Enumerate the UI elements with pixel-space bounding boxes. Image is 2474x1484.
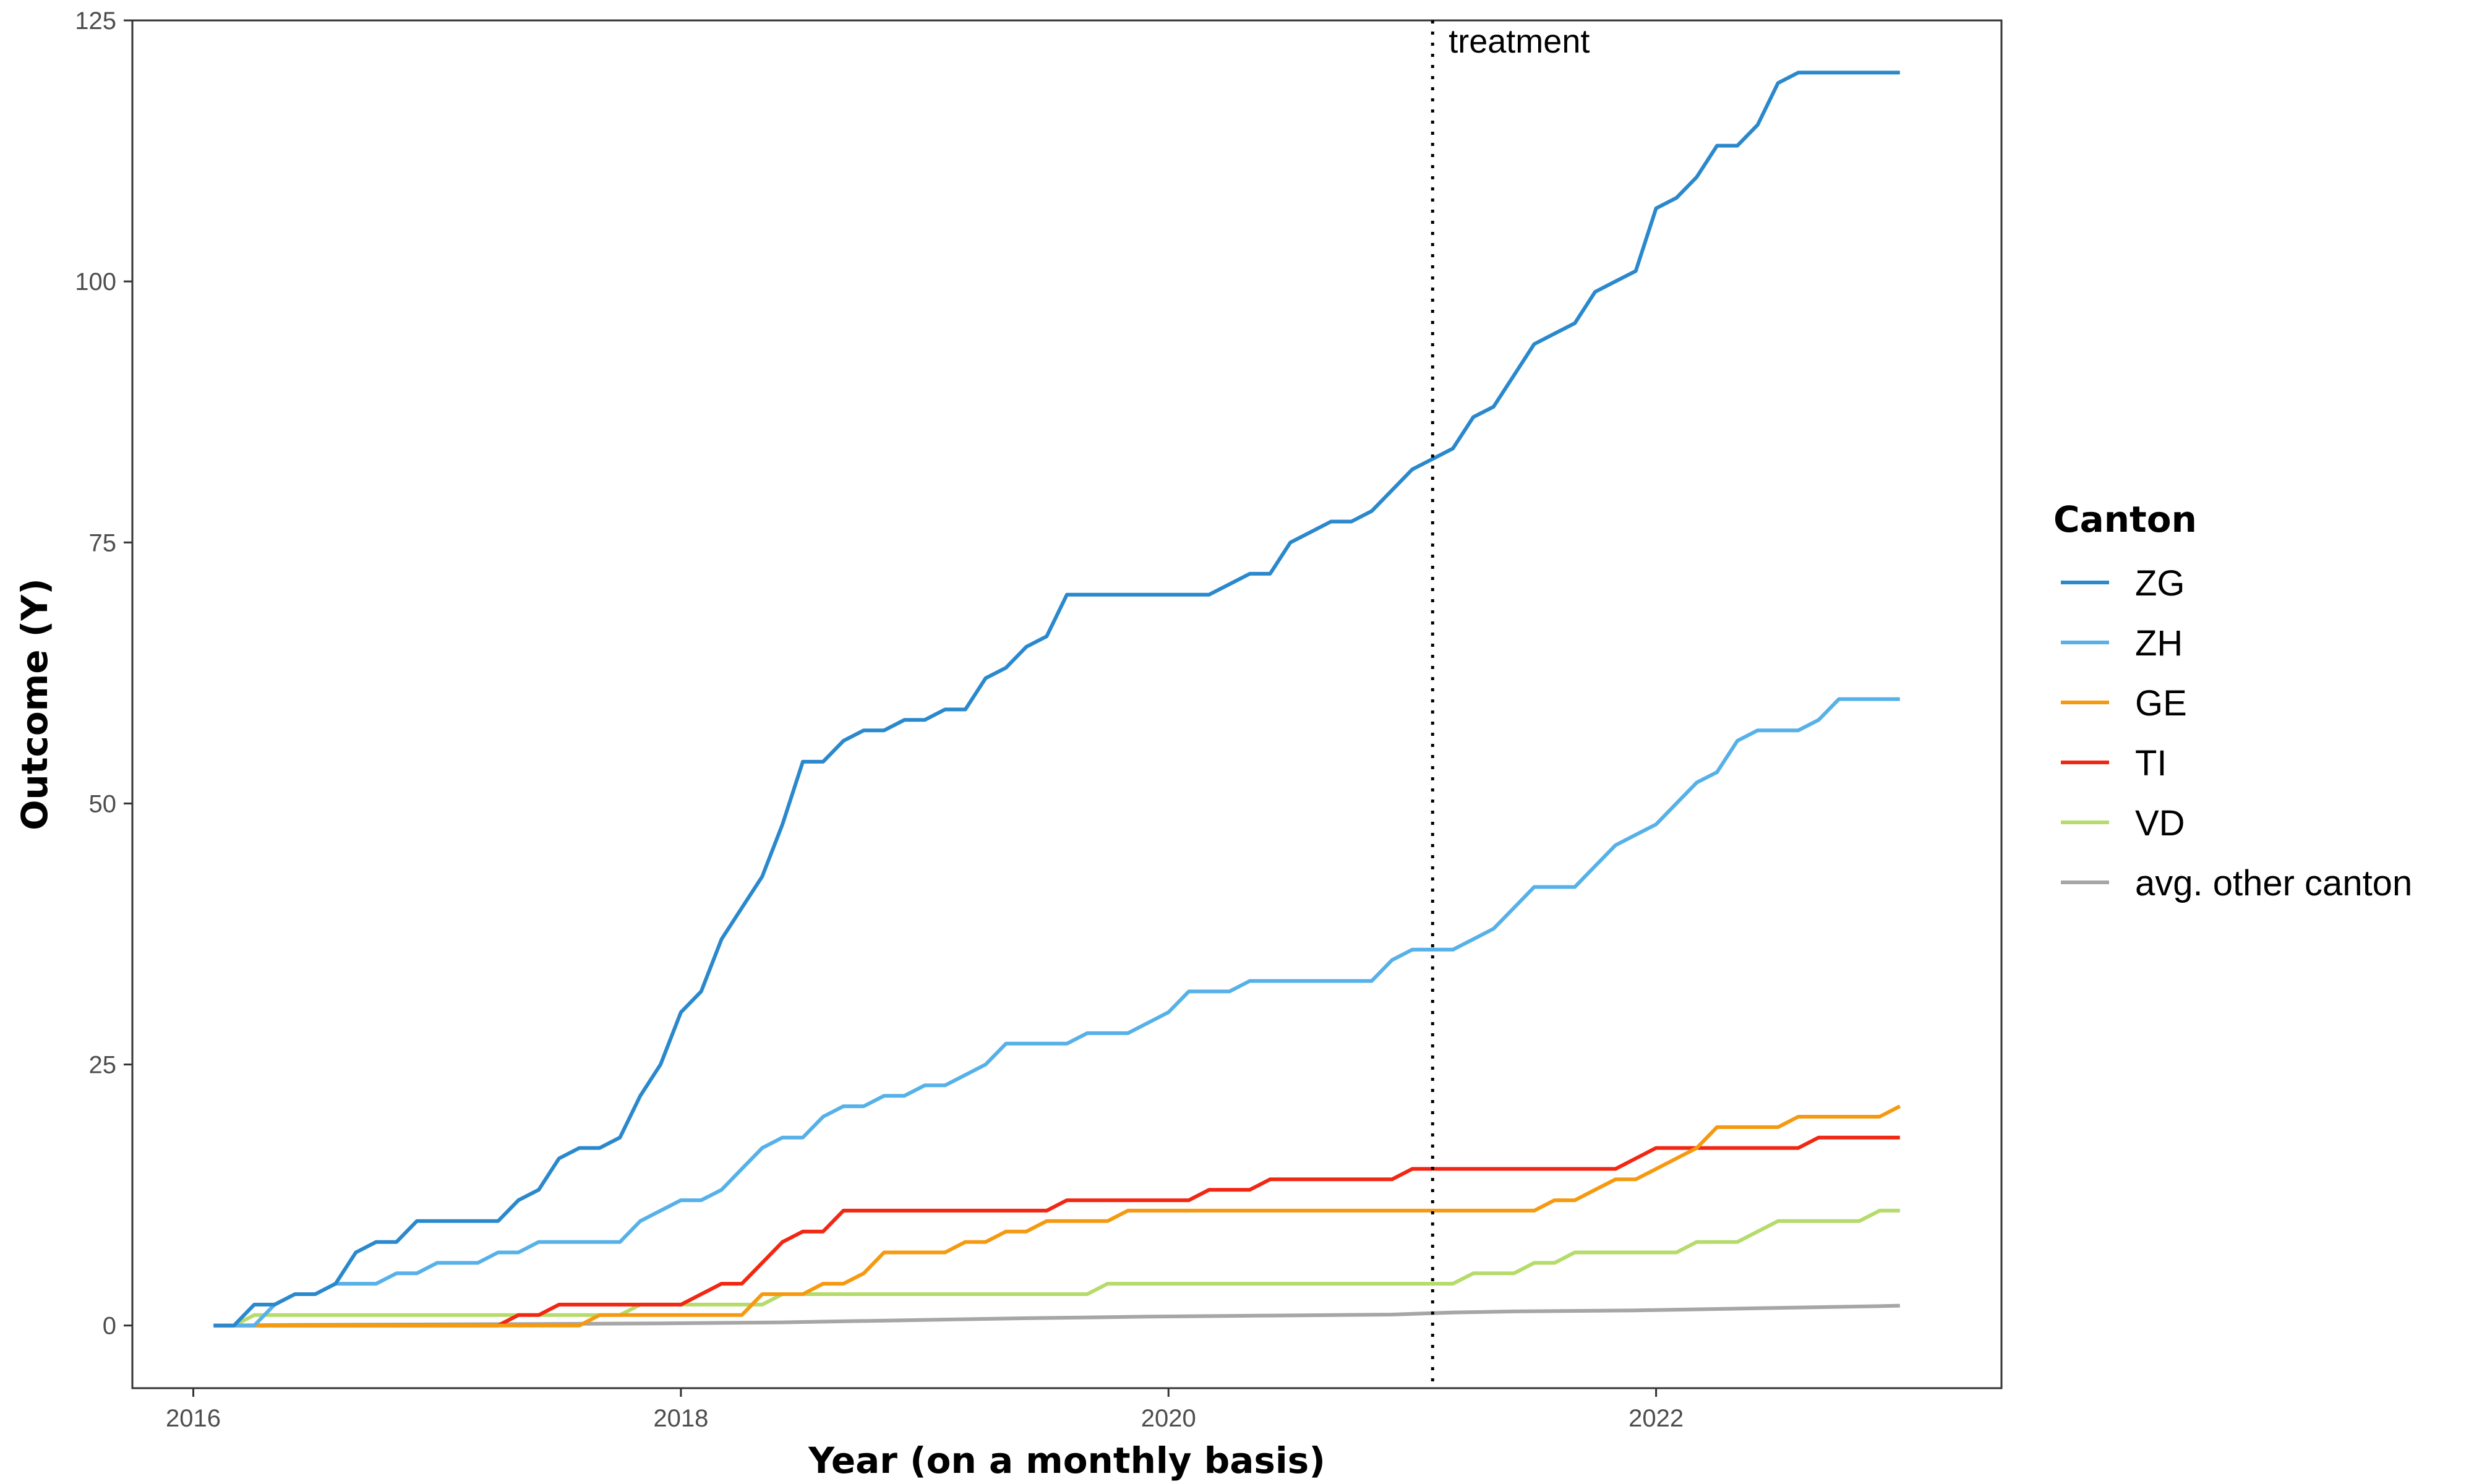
y-axis-title: Outcome (Y) [14, 578, 56, 830]
y-tick-label: 0 [103, 1313, 116, 1340]
legend-label-vd: VD [2135, 803, 2185, 843]
treatment-label: treatment [1449, 23, 1590, 60]
x-axis: 2016 2018 2020 2022 [166, 1388, 1684, 1432]
series-line-ge [213, 1104, 1901, 1328]
y-tick-label: 50 [89, 790, 117, 817]
legend-title: Canton [2053, 498, 2197, 540]
legend-label-ti: TI [2135, 743, 2167, 783]
legend-label-avg-other-canton: avg. other canton [2135, 863, 2412, 903]
x-tick-label: 2022 [1629, 1405, 1684, 1432]
x-tick-label: 2016 [166, 1405, 221, 1432]
series-line-zh [213, 697, 1900, 1328]
y-tick-label: 25 [89, 1052, 117, 1079]
plot-area: treatment [131, 19, 2003, 1389]
y-tick-label: 125 [75, 7, 116, 35]
y-tick-label: 75 [89, 529, 117, 556]
series-layer [213, 70, 1901, 1328]
series-line-zg [213, 70, 1900, 1328]
plot-panel-border [131, 19, 2003, 1389]
legend: Canton ZG ZH GE TI VD avg. other canton [2053, 498, 2412, 903]
legend-label-ge: GE [2135, 683, 2187, 723]
x-tick-label: 2018 [653, 1405, 708, 1432]
legend-label-zh: ZH [2135, 623, 2183, 663]
series-line-vd [213, 1208, 1900, 1328]
x-tick-label: 2020 [1141, 1405, 1196, 1432]
legend-items: ZG ZH GE TI VD avg. other canton [2061, 563, 2412, 903]
legend-label-zg: ZG [2135, 563, 2185, 603]
x-axis-title: Year (on a monthly basis) [808, 1439, 1325, 1482]
y-axis: 0 25 50 75 100 125 [75, 7, 132, 1340]
y-tick-label: 100 [75, 268, 116, 296]
